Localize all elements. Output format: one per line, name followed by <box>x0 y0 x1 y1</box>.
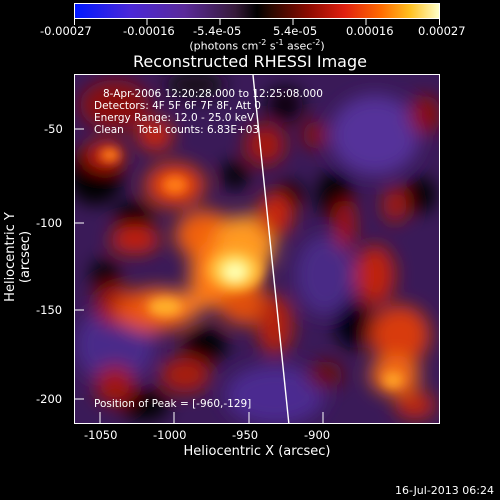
x-tick-label: -900 <box>304 428 331 442</box>
time-range-text: 8-Apr-2006 12:20:28.000 to 12:25:08.000 <box>103 88 323 100</box>
timestamp: 16-Jul-2013 06:24 <box>394 484 494 497</box>
rhessi-image <box>74 74 440 424</box>
axis-ticks <box>74 128 324 424</box>
detectors-text: Detectors: 4F 5F 6F 7F 8F, Att 0 <box>94 100 261 112</box>
clean-counts-text: Clean Total counts: 6.83E+03 <box>94 124 260 136</box>
colorbar-tick-label: 0.00027 <box>418 24 466 38</box>
colorbar-units: (photons cm-2 s-1 asec-2) <box>189 38 325 53</box>
energy-range-text: Energy Range: 12.0 - 25.0 keV <box>94 112 255 124</box>
heatmap-image <box>75 75 439 423</box>
colorbar <box>74 3 440 19</box>
peak-position-text: Position of Peak = [-960,-129] <box>94 398 252 410</box>
x-axis-label: Heliocentric X (arcsec) <box>183 444 331 459</box>
colorbar-tick-label: 5.4e-05 <box>273 24 318 38</box>
colorbar-tick-label: 0.00016 <box>346 24 394 38</box>
y-tick-label: -100 <box>36 216 63 230</box>
colorbar-tick-label: -0.00027 <box>40 24 92 38</box>
x-tick-label: -1000 <box>153 428 187 442</box>
y-tick-label: -150 <box>36 303 63 317</box>
x-tick-label: -950 <box>232 428 259 442</box>
colorbar-tick-label: -0.00016 <box>123 24 175 38</box>
colorbar-ticks <box>74 19 440 25</box>
y-tick-label: -50 <box>44 122 63 136</box>
solar-limb-line <box>252 75 290 423</box>
y-tick-label: -200 <box>36 392 63 406</box>
y-axis-label: Heliocentric Y (arcsec) <box>3 212 33 302</box>
colorbar-tick-label: -5.4e-05 <box>193 24 242 38</box>
x-tick-label: -1050 <box>84 428 118 442</box>
plot-title: Reconstructed RHESSI Image <box>133 52 367 71</box>
